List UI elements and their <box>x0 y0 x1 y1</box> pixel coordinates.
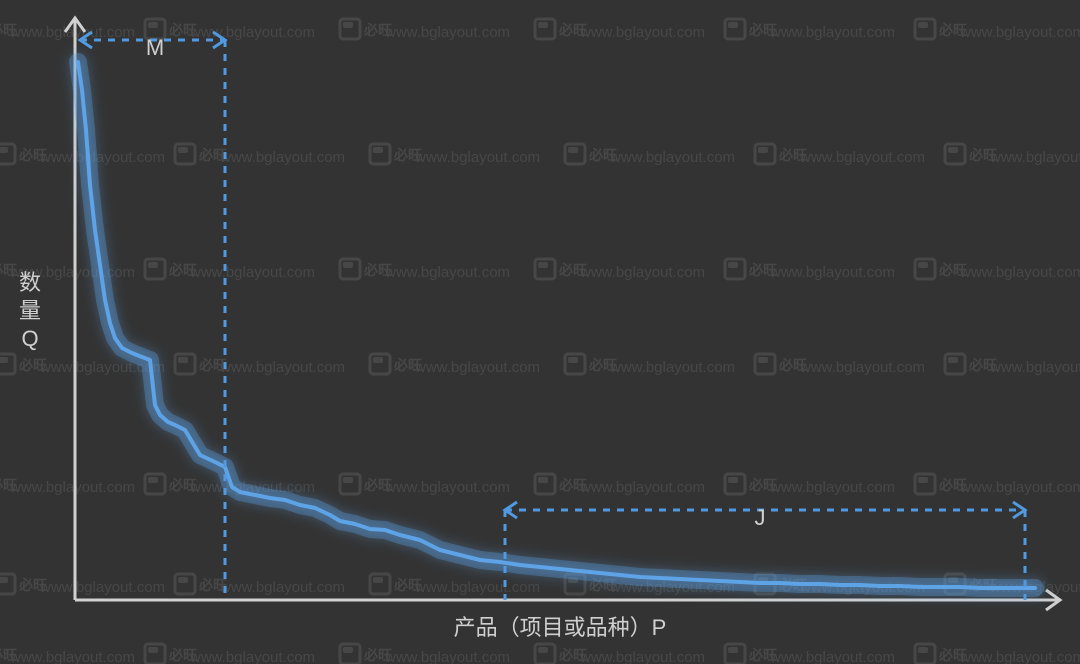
watermark-text: www.bglayout.com <box>384 649 510 664</box>
watermark-text: www.bglayout.com <box>989 149 1080 166</box>
watermark-text: www.bglayout.com <box>189 649 315 664</box>
watermark-text: www.bglayout.com <box>959 479 1080 496</box>
watermark-text: www.bglayout.com <box>414 579 540 596</box>
watermark-text: www.bglayout.com <box>959 649 1080 664</box>
watermark-text: www.bglayout.com <box>769 264 895 281</box>
x-axis-label: 产品（项目或品种）P <box>454 615 667 640</box>
watermark-text: www.bglayout.com <box>609 359 735 376</box>
watermark-text: www.bglayout.com <box>9 649 135 664</box>
watermark-text: www.bglayout.com <box>219 579 345 596</box>
watermark-text: www.bglayout.com <box>384 479 510 496</box>
watermark-text: www.bglayout.com <box>9 24 135 41</box>
watermark-text: www.bglayout.com <box>414 359 540 376</box>
watermark-text: www.bglayout.com <box>39 149 165 166</box>
watermark-text: www.bglayout.com <box>799 359 925 376</box>
watermark-text: www.bglayout.com <box>9 479 135 496</box>
chart-stage: 必旺www.bglayout.com必旺www.bglayout.com必旺ww… <box>0 0 1080 664</box>
y-axis-label: 数量Q <box>19 270 41 351</box>
watermark-text: www.bglayout.com <box>579 24 705 41</box>
watermark-text: www.bglayout.com <box>189 264 315 281</box>
watermark-text: www.bglayout.com <box>189 24 315 41</box>
watermark-text: www.bglayout.com <box>39 579 165 596</box>
watermark-text: www.bglayout.com <box>799 149 925 166</box>
watermark-text: www.bglayout.com <box>219 359 345 376</box>
watermark-text: www.bglayout.com <box>769 479 895 496</box>
watermark-text: www.bglayout.com <box>959 24 1080 41</box>
watermark-text: www.bglayout.com <box>579 479 705 496</box>
watermark-text: www.bglayout.com <box>769 24 895 41</box>
watermark-text: www.bglayout.com <box>579 264 705 281</box>
watermark-text: www.bglayout.com <box>414 149 540 166</box>
watermark-text: www.bglayout.com <box>384 24 510 41</box>
watermark-text: www.bglayout.com <box>959 264 1080 281</box>
watermark-text: www.bglayout.com <box>384 264 510 281</box>
watermark-text: www.bglayout.com <box>989 359 1080 376</box>
watermark-text: www.bglayout.com <box>219 149 345 166</box>
watermark-text: www.bglayout.com <box>579 649 705 664</box>
region-m-label: M <box>146 35 164 60</box>
region-j-label: J <box>755 505 766 530</box>
watermark-text: www.bglayout.com <box>609 149 735 166</box>
chart-svg: 必旺www.bglayout.com必旺www.bglayout.com必旺ww… <box>0 0 1080 664</box>
watermark-text: www.bglayout.com <box>769 649 895 664</box>
